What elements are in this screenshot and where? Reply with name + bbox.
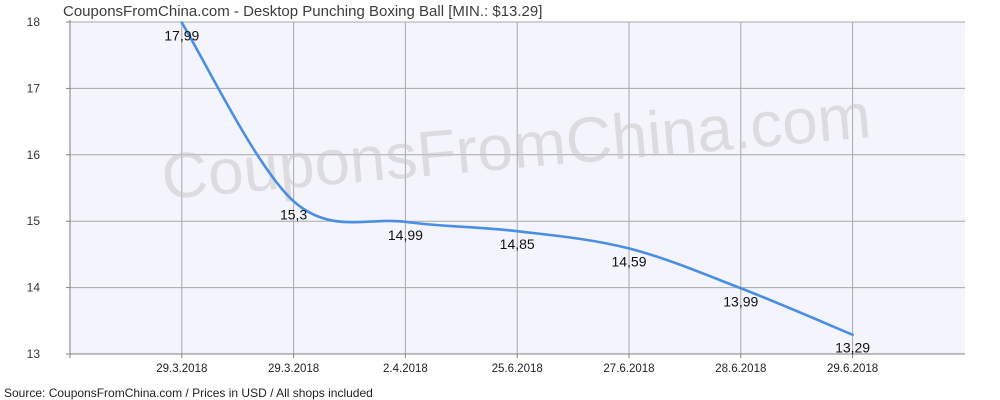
y-tick-label: 17	[27, 81, 41, 95]
y-tick-label: 18	[27, 15, 41, 29]
x-tick-labels: 29.3.2018 29.3.2018 2.4.2018 25.6.2018 27.6.…	[156, 363, 878, 375]
y-tick-label: 14	[27, 281, 41, 295]
data-label: 15,3	[280, 206, 307, 222]
y-tick-label: 13	[27, 347, 41, 361]
data-label: 13,99	[723, 293, 758, 309]
data-label: 13,29	[835, 340, 870, 356]
source-note: Source: CouponsFromChina.com / Prices in…	[4, 386, 373, 400]
data-label: 17,99	[164, 28, 199, 44]
data-labels: 17,99 15,3 14,99 14,85 14,59 13,99 13,29	[164, 22, 870, 356]
data-label: 14,85	[500, 236, 535, 252]
y-tick-label: 16	[27, 148, 41, 162]
x-tick-label: 29.6.2018	[827, 363, 878, 375]
grid-lines	[70, 21, 965, 355]
x-tick-label: 2.4.2018	[383, 363, 428, 375]
data-label: 14,99	[388, 227, 423, 243]
x-tick-label: 27.6.2018	[603, 363, 654, 375]
y-tick-labels: 13 14 15 16 17 18	[27, 15, 41, 361]
x-tick-label: 29.3.2018	[268, 363, 319, 375]
y-tick-label: 15	[27, 214, 41, 228]
axes	[66, 20, 965, 358]
x-tick-label: 25.6.2018	[492, 363, 543, 375]
chart-title: CouponsFromChina.com - Desktop Punching …	[63, 3, 542, 20]
x-tick-label: 28.6.2018	[715, 363, 766, 375]
x-tick-label: 29.3.2018	[156, 363, 207, 375]
data-label: 14,59	[611, 253, 646, 269]
